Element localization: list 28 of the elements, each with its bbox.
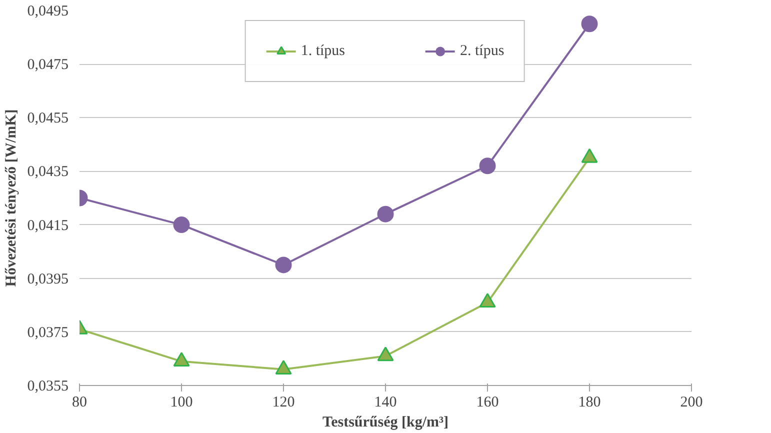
point xyxy=(275,360,292,375)
y-tick-label: 0,0475 xyxy=(27,57,68,74)
x-tick-label: 100 xyxy=(170,394,193,410)
legend-label: 2. típus xyxy=(460,42,504,60)
y-tick-label: 0,0415 xyxy=(27,218,68,234)
point xyxy=(479,158,496,174)
x-tick-label: 120 xyxy=(272,394,295,410)
point xyxy=(377,206,394,222)
point xyxy=(377,346,394,362)
x-tick-label: 160 xyxy=(476,394,499,410)
point xyxy=(581,16,598,32)
y-tick-label: 0,0495 xyxy=(27,4,68,20)
y-axis-title: Hővezetési tényező [W/mK] xyxy=(3,109,20,287)
x-tick-label: 140 xyxy=(374,394,397,410)
point xyxy=(173,216,190,234)
y-tick-label: 0,0455 xyxy=(27,110,68,127)
point xyxy=(173,352,190,366)
y-tick-label: 0,0355 xyxy=(27,378,68,394)
x-tick-label: 180 xyxy=(578,394,601,410)
x-tick-label: 200 xyxy=(680,394,703,410)
y-tick-label: 0,0435 xyxy=(27,164,68,180)
y-tick-label: 0,0395 xyxy=(27,271,68,288)
x-tick-label: 80 xyxy=(72,394,87,410)
point xyxy=(275,256,292,274)
legend-label: 1. típus xyxy=(300,42,345,60)
x-axis-title: Testsűrűség [kg/m³] xyxy=(322,414,449,430)
point xyxy=(479,293,496,308)
y-tick-label: 0,0375 xyxy=(27,324,68,341)
